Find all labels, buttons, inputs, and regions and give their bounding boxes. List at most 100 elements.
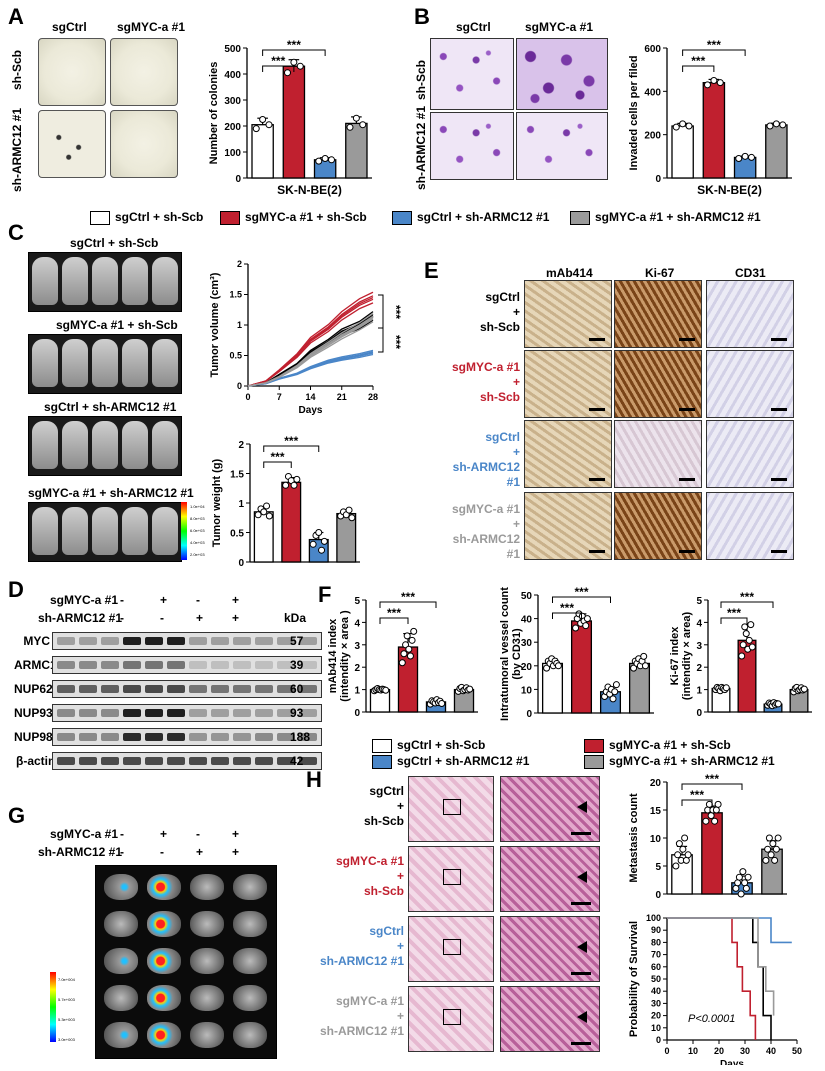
e-ihc-image-mab414 — [524, 492, 612, 560]
h-group-label-line: + — [396, 869, 404, 883]
legend-item: sgMYC-a #1 + sh-ARMC12 #1 — [570, 210, 761, 225]
e-ihc-image-mab414 — [524, 420, 612, 488]
e-stain-label: mAb414 — [546, 266, 593, 280]
d-protein-label: ARMC12 — [14, 658, 64, 672]
data-point — [745, 636, 753, 644]
sig-label: *** — [740, 592, 754, 604]
h-he-highmag — [500, 776, 600, 842]
data-point — [254, 511, 262, 519]
d-kda-value: 42 — [290, 754, 304, 768]
h-group-label-line: sh-ARMC12 #1 — [319, 954, 404, 968]
d-band — [79, 709, 97, 717]
y-tick-label: 30 — [651, 998, 661, 1008]
bar — [281, 481, 302, 563]
panel-label-e: E — [424, 258, 439, 283]
a-dish-2 — [110, 38, 178, 106]
y-tick-label: 20 — [650, 778, 662, 789]
a-col1-label: sgCtrl — [52, 20, 87, 34]
d-band — [299, 733, 317, 741]
a-dish-4 — [110, 110, 178, 178]
g-scale-tick: 5.3e+003 — [58, 1017, 75, 1022]
scale-bar — [679, 550, 695, 553]
data-point — [398, 659, 406, 667]
g-lung — [233, 874, 267, 900]
data-point — [742, 884, 750, 892]
g-header-label: sgMYC-a #1 — [50, 827, 119, 841]
legend-label: sgCtrl + sh-ARMC12 #1 — [417, 210, 550, 224]
data-point — [265, 512, 273, 520]
d-band — [57, 757, 75, 765]
arrowhead-icon — [577, 941, 587, 953]
e-group-label: sgCtrl + sh-ARMC12 #1 — [440, 430, 520, 490]
d-band — [123, 757, 141, 765]
c-group-label: sgMYC-a #1 + sh-ARMC12 #1 — [28, 486, 194, 500]
d-band — [211, 709, 229, 717]
d-protein-label: MYC — [23, 634, 50, 648]
data-point — [737, 890, 745, 898]
b-invasion-3 — [430, 112, 514, 180]
y-tick-label: 40 — [651, 986, 661, 996]
d-band — [101, 709, 119, 717]
d-band — [145, 733, 163, 741]
a-dish-3 — [38, 110, 106, 178]
y-tick-label: 0 — [526, 709, 532, 720]
d-band — [189, 709, 207, 717]
bar — [570, 620, 593, 714]
c-group-label: sgCtrl + sh-Scb — [70, 236, 159, 250]
data-point — [772, 845, 780, 853]
e-group-label-line: + — [512, 305, 520, 319]
d-band — [255, 709, 273, 717]
scale-bar — [679, 478, 695, 481]
data-point — [679, 120, 687, 128]
y-tick-label: 500 — [224, 44, 241, 55]
d-band — [57, 709, 75, 717]
d-band — [277, 733, 295, 741]
y-tick-label: 60 — [651, 962, 661, 972]
d-band — [189, 661, 207, 669]
y-axis-title: Tumor weight (g) — [211, 458, 223, 547]
d-band — [57, 685, 75, 693]
data-point — [466, 685, 474, 693]
c-mice-3 — [28, 416, 182, 476]
y-tick-label: 5 — [655, 862, 661, 873]
data-point — [685, 122, 693, 130]
g-mark: - — [196, 827, 200, 841]
y-tick-label: 100 — [224, 148, 241, 159]
g-lung — [104, 1022, 138, 1048]
h-group-label: sgMYC-a #1 + sh-ARMC12 #1 — [318, 994, 404, 1039]
bar — [671, 125, 694, 179]
y-axis-title: (by CD31) — [511, 628, 523, 680]
panel-label-g: G — [8, 803, 26, 828]
h-he-lowmag — [408, 846, 494, 912]
data-point — [722, 684, 730, 692]
data-point — [259, 116, 267, 123]
data-point — [583, 615, 591, 623]
e-group-label-line: + — [512, 375, 520, 389]
d-band — [79, 661, 97, 669]
data-point — [572, 624, 580, 632]
data-point — [554, 662, 562, 670]
sig-label: *** — [389, 305, 403, 319]
d-blot-row — [52, 632, 322, 650]
sig-bracket — [262, 49, 326, 56]
legend-f: sgCtrl + sh-Scb sgMYC-a #1 + sh-Scb sgCt… — [372, 738, 812, 769]
y-tick-label: 0 — [656, 1035, 661, 1045]
h-group-label: sgMYC-a #1 + sh-Scb — [318, 854, 404, 899]
h-zoom-box — [443, 939, 461, 955]
chart-f-mab414: 0 1 2 3 4 5 ****** mAb414 index (intendity × are… — [327, 592, 478, 719]
h-pvalue: P<0.0001 — [688, 1013, 736, 1025]
scale-bar — [571, 902, 591, 905]
g-lung — [190, 948, 224, 974]
d-band — [211, 661, 229, 669]
h-group-label-line: + — [396, 799, 404, 813]
x-tick-label: 30 — [740, 1046, 750, 1056]
series-line — [247, 311, 374, 387]
data-point — [641, 662, 649, 670]
data-point — [800, 685, 808, 693]
d-band — [79, 733, 97, 741]
x-tick-label: 14 — [305, 392, 315, 402]
y-tick-label: 0.5 — [230, 529, 244, 540]
a-row1-label: sh-Scb — [10, 49, 24, 90]
g-scale-tick: 5.7e+003 — [58, 997, 75, 1002]
y-tick-label: 15 — [650, 806, 662, 817]
